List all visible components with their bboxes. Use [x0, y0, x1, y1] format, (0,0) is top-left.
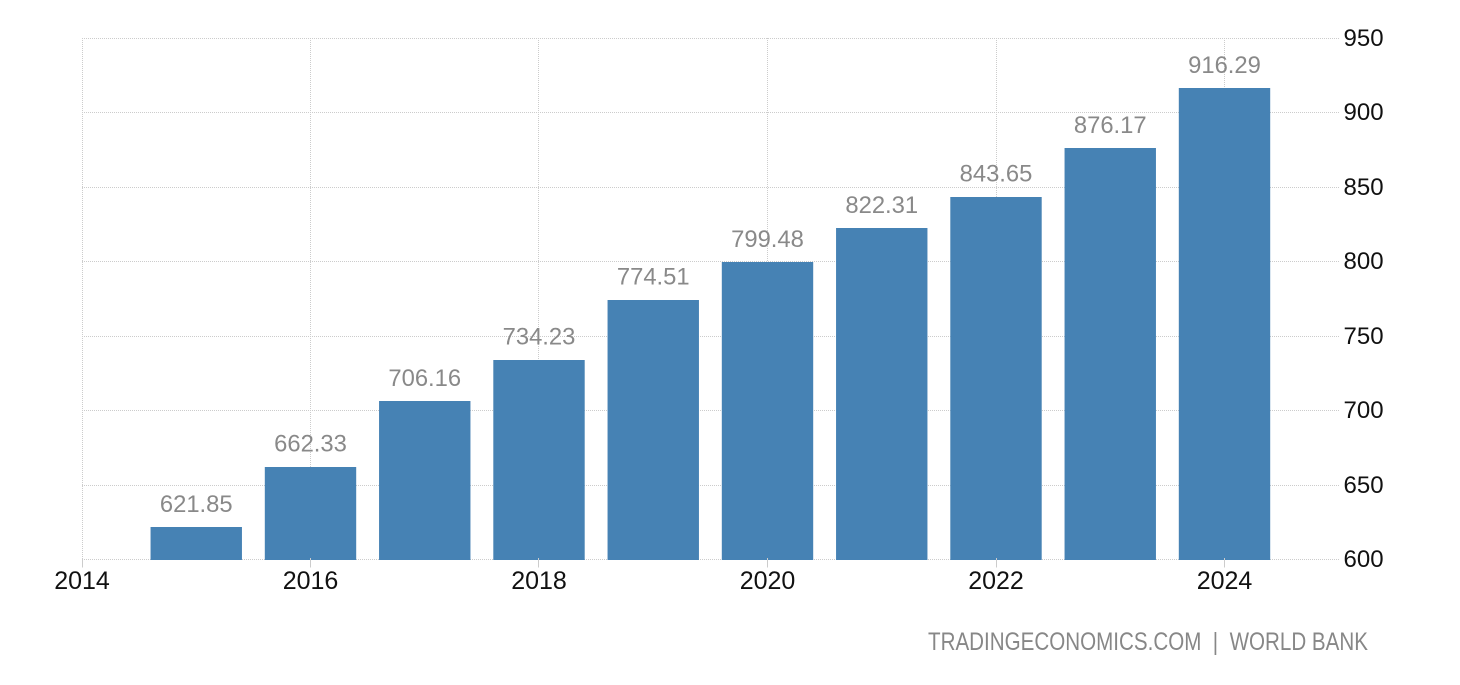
- svg-text:706.16: 706.16: [388, 365, 461, 392]
- svg-text:800: 800: [1344, 248, 1384, 275]
- svg-text:850: 850: [1344, 174, 1384, 201]
- svg-text:2022: 2022: [968, 567, 1024, 595]
- svg-text:900: 900: [1344, 99, 1384, 126]
- svg-text:2014: 2014: [54, 567, 110, 595]
- svg-text:662.33: 662.33: [274, 430, 347, 457]
- svg-text:822.31: 822.31: [845, 192, 918, 219]
- svg-text:621.85: 621.85: [160, 491, 233, 518]
- svg-text:950: 950: [1344, 25, 1384, 52]
- svg-text:TRADINGECONOMICS.COM | WORLD: TRADINGECONOMICS.COM | WORLD BANK: [928, 628, 1368, 656]
- svg-text:876.17: 876.17: [1074, 112, 1147, 139]
- svg-text:2018: 2018: [511, 567, 567, 595]
- svg-text:2020: 2020: [740, 567, 796, 595]
- svg-text:799.48: 799.48: [731, 226, 804, 253]
- svg-text:2024: 2024: [1197, 567, 1253, 595]
- svg-text:750: 750: [1344, 323, 1384, 350]
- svg-text:700: 700: [1344, 397, 1384, 424]
- svg-text:734.23: 734.23: [503, 323, 576, 350]
- svg-text:843.65: 843.65: [960, 160, 1033, 187]
- svg-text:2016: 2016: [283, 567, 339, 595]
- svg-text:916.29: 916.29: [1188, 52, 1261, 79]
- svg-text:650: 650: [1344, 472, 1384, 499]
- svg-text:774.51: 774.51: [617, 263, 690, 290]
- svg-text:600: 600: [1344, 546, 1384, 573]
